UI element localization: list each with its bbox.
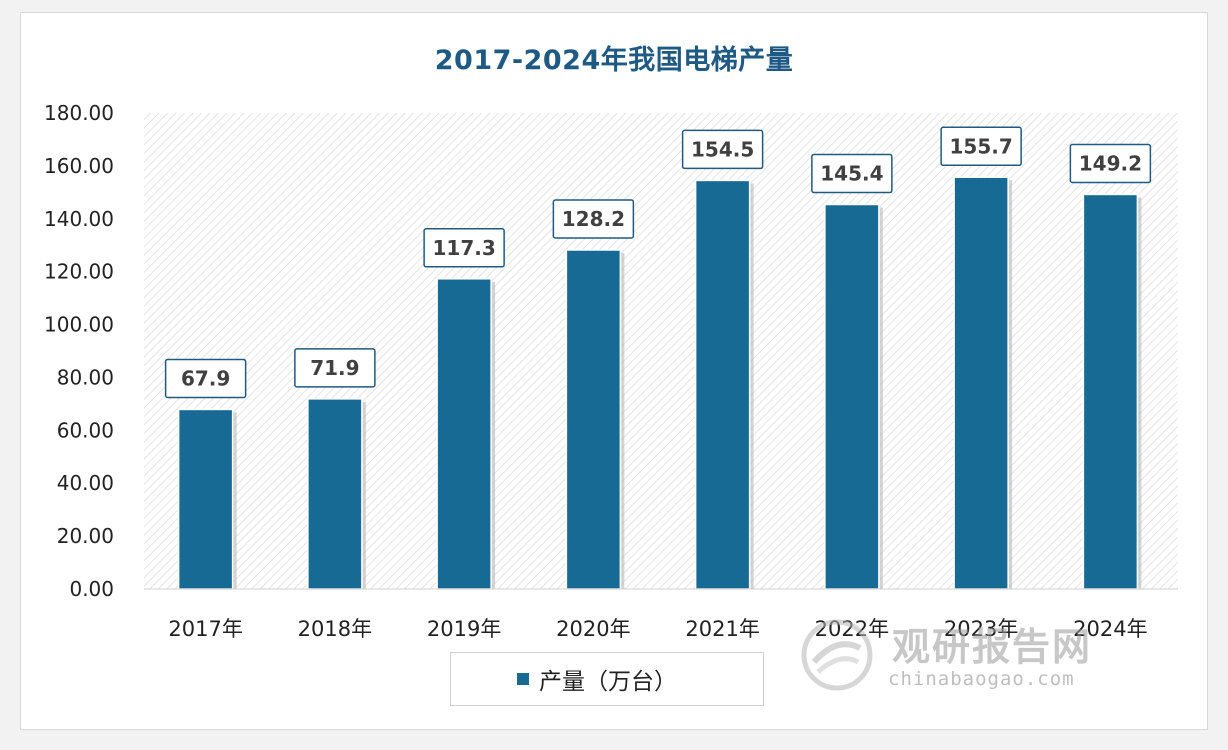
y-tick-label: 100.00 [44, 313, 114, 337]
bar [694, 179, 751, 590]
data-label: 67.9 [181, 366, 230, 390]
bar [307, 398, 363, 590]
data-label-box [1069, 143, 1152, 184]
y-axis: 0.00 20.00 40.00 60.00 80.00 100.00 120.00 140.… [44, 101, 114, 601]
chart-title: 2017-2024年我国电梯产量 [434, 45, 794, 76]
y-tick-label: 40.00 [57, 471, 114, 495]
data-label-box [940, 126, 1022, 167]
data-label-box [552, 199, 635, 239]
x-tick-label: 2021年 [685, 617, 759, 641]
x-tick-label: 2019年 [427, 617, 501, 641]
y-tick-label: 80.00 [57, 365, 114, 389]
data-label-box [811, 153, 893, 194]
bar [436, 278, 492, 590]
x-tick-label: 2022年 [815, 617, 889, 641]
data-label: 128.2 [562, 207, 625, 231]
bar [1082, 193, 1139, 590]
x-tick-label: 2023年 [944, 617, 1018, 641]
y-tick-label: 60.00 [57, 418, 114, 442]
y-tick-label: 0.00 [69, 577, 114, 601]
bar [177, 408, 234, 590]
data-labels-group: 67.9 71.9 117.3 128.2 154.5 145.4 155.7 149.2 [164, 126, 1152, 399]
data-label: 155.7 [949, 134, 1012, 158]
legend-swatch [517, 673, 529, 685]
bar [565, 249, 622, 590]
x-tick-label: 2017年 [168, 617, 242, 641]
y-tick-label: 160.00 [44, 154, 114, 178]
y-tick-label: 20.00 [57, 524, 114, 548]
y-tick-label: 120.00 [44, 260, 114, 284]
data-label-box [423, 228, 505, 268]
x-axis: 2017年 2018年 2019年 2020年 2021年 2022年 2023年 2024年 [144, 588, 1178, 641]
legend-label: 产量（万台） [539, 669, 677, 695]
data-label: 154.5 [691, 137, 754, 161]
data-label-box [681, 129, 764, 170]
x-tick-label: 2018年 [298, 617, 372, 641]
y-tick-label: 140.00 [44, 207, 114, 231]
x-tick-label: 2024年 [1073, 617, 1147, 641]
data-label: 71.9 [310, 356, 359, 380]
bars-group [177, 176, 1142, 590]
y-tick-label: 180.00 [44, 101, 114, 125]
data-label-box [294, 348, 376, 388]
data-label: 145.4 [820, 161, 883, 185]
data-label: 117.3 [432, 236, 495, 260]
data-label: 149.2 [1079, 151, 1142, 175]
bar [953, 176, 1009, 590]
data-label-box [164, 358, 247, 399]
bar [824, 203, 880, 590]
legend: 产量（万台） [450, 652, 764, 706]
x-tick-label: 2020年 [556, 617, 630, 641]
